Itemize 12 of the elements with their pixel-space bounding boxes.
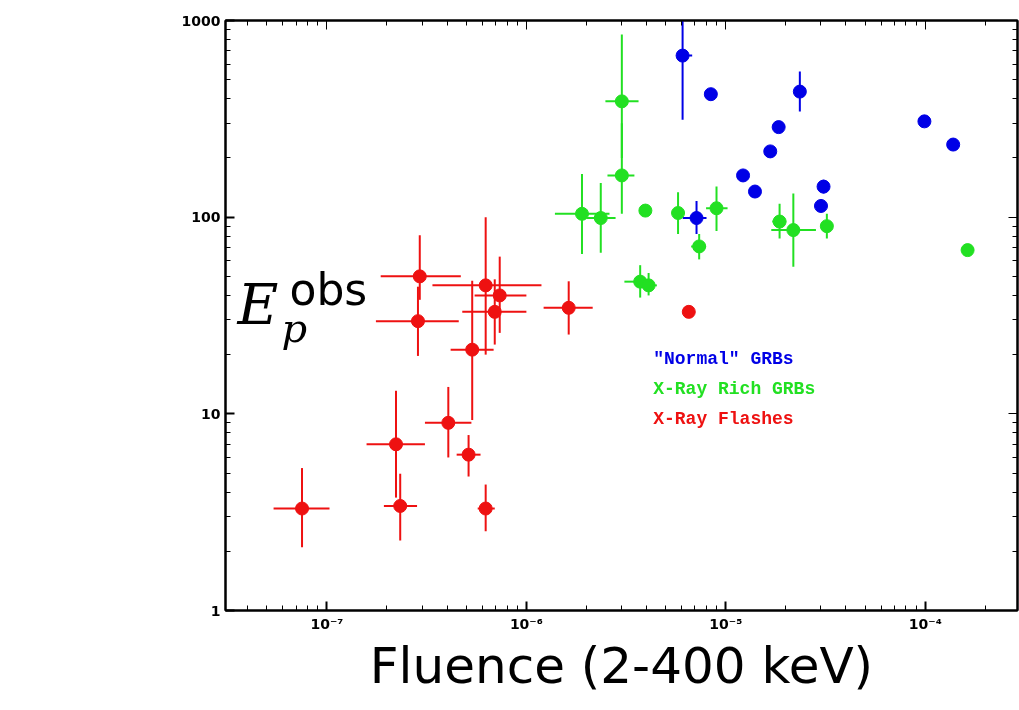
x-tick-label: 10⁻⁶: [509, 615, 543, 632]
x-tick-label: 10⁻⁴: [908, 615, 942, 632]
text: X-Ray Rich GRBs: [653, 378, 816, 399]
x-tick-label: 10⁻⁷: [310, 615, 344, 632]
x-tick-label: 10⁻⁵: [709, 615, 743, 632]
y-tick-label: 1000: [181, 12, 221, 29]
text: X-Ray Flashes: [653, 408, 794, 429]
text: "Normal" GRBs: [653, 348, 794, 369]
y-tick-label: 100: [191, 209, 221, 226]
x-axis-title: Fluence (2-400 keV): [369, 636, 874, 695]
y-tick-label: 1: [210, 602, 221, 619]
y-tick-label: 10: [201, 405, 221, 422]
